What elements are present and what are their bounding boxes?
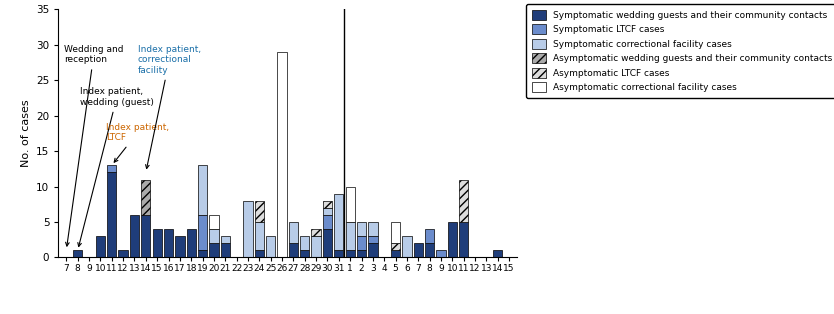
Text: Index patient,
LTCF: Index patient, LTCF [106, 123, 169, 162]
Bar [198, 250, 207, 257]
Bar [278, 52, 287, 257]
Y-axis label: No. of cases: No. of cases [21, 100, 31, 167]
Bar [323, 229, 332, 257]
Bar [209, 215, 219, 229]
Bar [254, 201, 264, 222]
Bar [289, 243, 298, 257]
Bar [323, 208, 332, 215]
Bar [311, 236, 321, 257]
Bar [175, 236, 184, 257]
Bar [289, 222, 298, 243]
Text: Index patient,
wedding (guest): Index patient, wedding (guest) [78, 87, 153, 246]
Bar [414, 243, 423, 257]
Bar [300, 236, 309, 250]
Bar [198, 165, 207, 215]
Bar [244, 201, 253, 257]
Bar [163, 229, 173, 257]
Bar [402, 236, 412, 257]
Legend: Symptomatic wedding guests and their community contacts, Symptomatic LTCF cases,: Symptomatic wedding guests and their com… [526, 4, 834, 98]
Bar [209, 243, 219, 257]
Bar [323, 201, 332, 208]
Bar [323, 215, 332, 229]
Bar [369, 236, 378, 243]
Bar [141, 180, 150, 215]
Bar [436, 250, 445, 257]
Bar [209, 229, 219, 243]
Bar [425, 229, 435, 243]
Bar [300, 250, 309, 257]
Bar [141, 215, 150, 257]
Bar [357, 250, 366, 257]
Bar [391, 250, 400, 257]
Bar [357, 236, 366, 250]
Bar [187, 229, 196, 257]
Text: Index patient,
correctional
facility: Index patient, correctional facility [138, 45, 201, 169]
Bar [391, 243, 400, 250]
Bar [266, 236, 275, 257]
Bar [254, 222, 264, 250]
Bar [369, 243, 378, 257]
Bar [96, 236, 105, 257]
Bar [118, 250, 128, 257]
Bar [345, 187, 354, 222]
Bar [391, 222, 400, 243]
Bar [425, 243, 435, 257]
Bar [369, 222, 378, 236]
Bar [153, 229, 162, 257]
Bar [130, 215, 139, 257]
Bar [311, 229, 321, 236]
Bar [73, 250, 83, 257]
Bar [198, 215, 207, 250]
Bar [221, 243, 230, 257]
Bar [493, 250, 502, 257]
Bar [221, 236, 230, 243]
Bar [448, 222, 457, 257]
Bar [459, 222, 469, 257]
Bar [357, 222, 366, 236]
Bar [334, 194, 344, 250]
Bar [345, 250, 354, 257]
Text: Wedding and
reception: Wedding and reception [64, 45, 123, 246]
Bar [334, 250, 344, 257]
Bar [107, 165, 117, 172]
Bar [107, 172, 117, 257]
Bar [345, 222, 354, 250]
Bar [254, 250, 264, 257]
Bar [459, 180, 469, 222]
